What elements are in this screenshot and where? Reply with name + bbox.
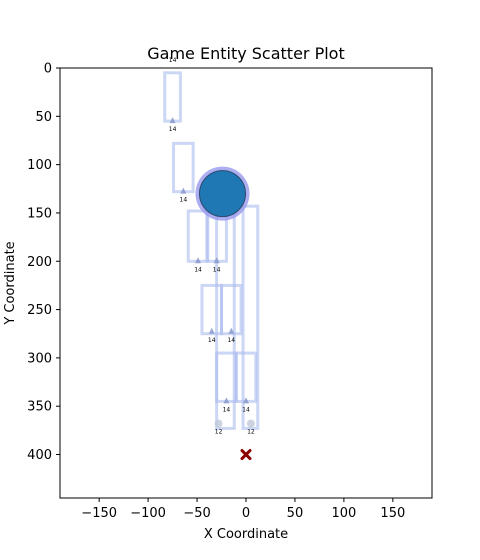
triangle-marker — [228, 327, 235, 334]
x-tick-label: 100 — [331, 506, 356, 521]
entity-rect — [172, 141, 195, 194]
y-tick-label: 400 — [27, 448, 52, 463]
chart-title: Game Entity Scatter Plot — [147, 44, 344, 63]
x-axis-title: X Coordinate — [204, 527, 288, 542]
y-tick-label: 200 — [27, 255, 52, 270]
marker-label: 14 — [208, 337, 216, 344]
triangle-marker — [169, 117, 176, 124]
entity-rect — [163, 71, 182, 123]
y-tick-label: 300 — [27, 351, 52, 366]
target-x-marker — [240, 449, 252, 461]
marker-label: 14 — [169, 126, 177, 133]
y-tick-label: 50 — [35, 110, 52, 125]
y-tick-label: 100 — [27, 158, 52, 173]
marker-label: 14 — [223, 406, 231, 413]
entity-rect — [200, 283, 224, 336]
marker-label: 14 — [194, 266, 202, 273]
plot-area: 12 12 14 14 14 14 14 14 14 14 14 — [163, 57, 260, 461]
small-circle-label: 12 — [215, 429, 223, 436]
triangle-marker — [195, 257, 202, 264]
entity-rect — [186, 209, 210, 263]
triangle-marker — [180, 187, 187, 194]
triangle-marker — [223, 397, 230, 404]
marker-label: 14 — [227, 337, 235, 344]
top-marker-label: 14 — [169, 57, 177, 64]
entity-rect — [220, 283, 243, 336]
x-tick-label: −50 — [183, 506, 210, 521]
y-axis: 0 50 100 150 200 250 300 350 400 — [27, 62, 60, 463]
small-circle-marker — [246, 419, 255, 428]
y-axis-title: Y Coordinate — [3, 241, 18, 325]
x-tick-label: 50 — [287, 506, 304, 521]
x-tick-label: 0 — [242, 506, 250, 521]
x-tick-label: −150 — [81, 506, 117, 521]
plot-frame — [59, 67, 433, 499]
small-circle-marker — [214, 419, 223, 428]
player-circle — [199, 170, 247, 218]
triangle-marker — [208, 327, 215, 334]
x-tick-label: −100 — [130, 506, 166, 521]
y-tick-label: 0 — [44, 62, 52, 77]
x-tick-label: 150 — [380, 506, 405, 521]
marker-label: 14 — [213, 266, 221, 273]
small-circle-label: 12 — [247, 429, 255, 436]
marker-label: 14 — [180, 197, 188, 204]
x-axis: −150 −100 −50 0 50 100 150 — [81, 498, 405, 521]
triangle-marker — [243, 397, 249, 404]
y-tick-label: 150 — [27, 206, 52, 221]
y-tick-label: 350 — [27, 400, 52, 415]
triangle-marker — [213, 257, 220, 264]
entity-rect — [241, 204, 260, 430]
marker-label: 14 — [242, 406, 250, 413]
y-tick-label: 250 — [27, 303, 52, 318]
entity-rect — [234, 351, 258, 403]
